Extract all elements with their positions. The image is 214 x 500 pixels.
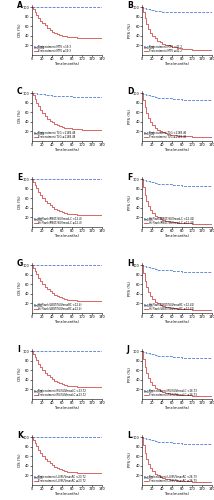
Legend: Pretreatment TLG <1168.48, Pretreatment TLG ≥1168.48: Pretreatment TLG <1168.48, Pretreatment … xyxy=(33,131,76,140)
X-axis label: Time(months): Time(months) xyxy=(54,320,79,324)
Text: G: G xyxy=(17,259,23,268)
Text: P=0.001: P=0.001 xyxy=(144,132,155,136)
Y-axis label: OS (%): OS (%) xyxy=(18,195,22,209)
Text: H: H xyxy=(127,259,133,268)
X-axis label: Time(months): Time(months) xyxy=(54,492,79,496)
Text: P=0.002: P=0.002 xyxy=(34,46,45,50)
Legend: Pretreatment RU/SUVmaxLC <23.72, Pretreatment RU/SUVmaxLC ≥23.72: Pretreatment RU/SUVmaxLC <23.72, Pretrea… xyxy=(33,389,87,398)
Text: P=0.002: P=0.002 xyxy=(144,46,155,50)
X-axis label: Time(months): Time(months) xyxy=(54,406,79,410)
Text: P=0.01: P=0.01 xyxy=(34,304,43,308)
X-axis label: Time(months): Time(months) xyxy=(54,234,79,238)
Text: P<0.05: P<0.05 xyxy=(34,390,43,394)
Text: E: E xyxy=(17,173,22,182)
Text: D: D xyxy=(127,87,133,96)
X-axis label: Time(months): Time(months) xyxy=(165,320,190,324)
X-axis label: Time(months): Time(months) xyxy=(165,492,190,496)
Text: J: J xyxy=(127,345,130,354)
Legend: Pretreatment RU/SUVmaxLC <26.73, Pretreatment RU/SUVmaxLC ≥26.73: Pretreatment RU/SUVmaxLC <26.73, Pretrea… xyxy=(144,389,197,398)
Y-axis label: OS (%): OS (%) xyxy=(18,367,22,381)
Y-axis label: PFS (%): PFS (%) xyxy=(128,452,132,468)
Legend: Pretreatment TLG <2168.46, Pretreatment TLG ≥2168.46: Pretreatment TLG <2168.46, Pretreatment … xyxy=(144,131,186,140)
Y-axis label: PFS (%): PFS (%) xyxy=(128,366,132,382)
Legend: Hi Flank(LBGT/SUVmaxRC <12.41), Hi Flank(LBGT/SUVmaxRC ≥12.41): Hi Flank(LBGT/SUVmaxRC <12.41), Hi Flank… xyxy=(144,303,194,312)
Text: P<0.05: P<0.05 xyxy=(144,390,153,394)
Text: B: B xyxy=(127,1,133,10)
Legend: Pretreatment MTV <42.2, Pretreatment MTV ≥42.2: Pretreatment MTV <42.2, Pretreatment MTV… xyxy=(144,45,182,54)
Y-axis label: OS (%): OS (%) xyxy=(18,109,22,123)
Y-axis label: OS (%): OS (%) xyxy=(18,281,22,295)
Y-axis label: PFS (%): PFS (%) xyxy=(128,194,132,210)
Text: F: F xyxy=(127,173,132,182)
Text: P<0.05: P<0.05 xyxy=(144,476,153,480)
Legend: Pretreatment LU/SUVmaxRC <26.73, Pretreatment LU/SUVmaxRC ≥26.73: Pretreatment LU/SUVmaxRC <26.73, Pretrea… xyxy=(144,475,196,484)
Y-axis label: OS (%): OS (%) xyxy=(18,453,22,467)
Text: P<0.05: P<0.05 xyxy=(144,304,153,308)
Text: C: C xyxy=(17,87,22,96)
Y-axis label: PFS (%): PFS (%) xyxy=(128,22,132,38)
X-axis label: Time(months): Time(months) xyxy=(165,406,190,410)
Text: L: L xyxy=(127,431,132,440)
Text: A: A xyxy=(17,1,23,10)
Text: P<0.05: P<0.05 xyxy=(144,218,153,222)
X-axis label: Time(months): Time(months) xyxy=(165,148,190,152)
Text: I: I xyxy=(17,345,20,354)
Legend: Pretreatment MTV <19.3, Pretreatment MTV ≥19.3: Pretreatment MTV <19.3, Pretreatment MTV… xyxy=(33,45,71,54)
Legend: Pretreatment LU/SUVmaxRC <23.72, Pretreatment LU/SUVmaxRC ≥23.72: Pretreatment LU/SUVmaxRC <23.72, Pretrea… xyxy=(33,475,86,484)
Y-axis label: OS (%): OS (%) xyxy=(18,23,22,37)
X-axis label: Time(months): Time(months) xyxy=(54,148,79,152)
Text: P<0.05: P<0.05 xyxy=(34,476,43,480)
Text: K: K xyxy=(17,431,23,440)
Legend: Hi Flank(LBGT/SUVmaxRC <12.4), Hi Flank(LBGT/SUVmaxRC ≥12.4): Hi Flank(LBGT/SUVmaxRC <12.4), Hi Flank(… xyxy=(33,303,82,312)
Legend: Hi Flank(RBGT/SUVmaxLC <12.4), Hi Flank(RBGT/SUVmaxLC ≥12.4): Hi Flank(RBGT/SUVmaxLC <12.4), Hi Flank(… xyxy=(33,217,82,226)
Text: P<0.001: P<0.001 xyxy=(34,132,45,136)
X-axis label: Time(months): Time(months) xyxy=(165,62,190,66)
Text: P=0.01: P=0.01 xyxy=(34,218,43,222)
Legend: Hi Flank(RBGT/SUVmaxLC <12.41), Hi Flank(RBGT/SUVmaxLC ≥12.41): Hi Flank(RBGT/SUVmaxLC <12.41), Hi Flank… xyxy=(144,217,194,226)
Y-axis label: PFS (%): PFS (%) xyxy=(128,108,132,124)
X-axis label: Time(months): Time(months) xyxy=(165,234,190,238)
X-axis label: Time(months): Time(months) xyxy=(54,62,79,66)
Y-axis label: PFS (%): PFS (%) xyxy=(128,280,132,295)
